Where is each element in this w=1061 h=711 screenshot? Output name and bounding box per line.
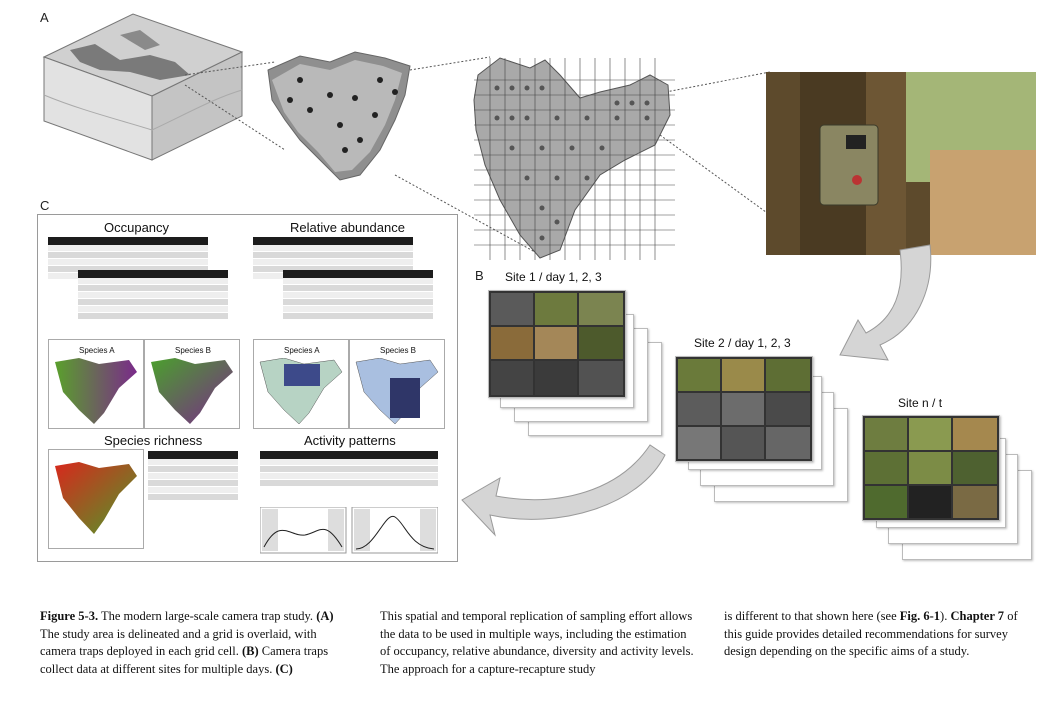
activity-curves xyxy=(260,507,438,554)
chapter-reference-link[interactable]: Chapter 7 xyxy=(950,609,1005,623)
figure-label: Figure 5-3. xyxy=(40,609,99,623)
site-2-label: Site 2 / day 1, 2, 3 xyxy=(694,336,791,350)
species-richness-title: Species richness xyxy=(104,433,203,448)
abundance-map-species-a: Species A xyxy=(253,339,349,429)
caption-text: The study area is delineated and a grid … xyxy=(40,626,317,659)
caption-text: Camera traps collect data at different s… xyxy=(40,644,329,676)
figure-graphics xyxy=(42,13,1036,537)
abundance-table-b xyxy=(283,270,433,320)
occupancy-table-b xyxy=(78,270,228,320)
site-n-photo-grid xyxy=(862,415,1000,521)
panel-c-box: Occupancy Relative abundance Species A S… xyxy=(37,214,458,562)
species-a-label: Species A xyxy=(79,346,115,355)
panel-a-letter: A xyxy=(40,10,49,25)
species-b-label: Species B xyxy=(175,346,212,355)
caption-text: ). xyxy=(940,609,951,623)
gridded-map xyxy=(473,57,675,260)
site-n-label: Site n / t xyxy=(898,396,943,410)
site-2-photo-grid xyxy=(675,356,813,462)
camera-trap-photo xyxy=(766,72,1036,255)
relative-abundance-title: Relative abundance xyxy=(290,220,405,235)
activity-patterns-title: Activity patterns xyxy=(304,433,396,448)
activity-table xyxy=(260,451,438,487)
occupancy-map-species-a: Species A xyxy=(48,339,144,429)
caption-ref-c: (C) xyxy=(275,661,293,676)
caption-text: The modern large-scale camera trap study… xyxy=(98,609,317,623)
caption-ref-b: (B) xyxy=(242,644,259,658)
figure-reference-link[interactable]: Fig. 6-1 xyxy=(899,609,941,623)
species-richness-map xyxy=(48,449,144,549)
occupancy-map-species-b: Species B xyxy=(144,339,240,429)
caption-column-1: Figure 5-3. The modern large-scale camer… xyxy=(40,608,345,678)
panel-c-letter: C xyxy=(40,198,50,213)
species-a-label: Species A xyxy=(284,346,320,355)
caption-column-2: This spatial and temporal replication of… xyxy=(380,608,698,678)
study-area-map xyxy=(267,51,411,181)
caption-column-3: is different to that shown here (see Fig… xyxy=(724,608,1024,661)
caption-text: This spatial and temporal replication of… xyxy=(380,609,694,676)
abundance-map-species-b: Species B xyxy=(349,339,445,429)
caption-text: of this guide provides detailed recommen… xyxy=(724,609,1018,658)
site-1-label: Site 1 / day 1, 2, 3 xyxy=(505,270,602,284)
panel-b-letter: B xyxy=(475,268,484,283)
caption-ref-a: (A) xyxy=(316,609,334,623)
caption-text: is different to that shown here (see xyxy=(724,609,900,623)
occupancy-title: Occupancy xyxy=(104,220,170,235)
richness-table xyxy=(148,451,238,501)
site-1-photo-grid xyxy=(488,290,626,398)
species-b-label: Species B xyxy=(380,346,417,355)
terrain-block xyxy=(42,13,244,161)
